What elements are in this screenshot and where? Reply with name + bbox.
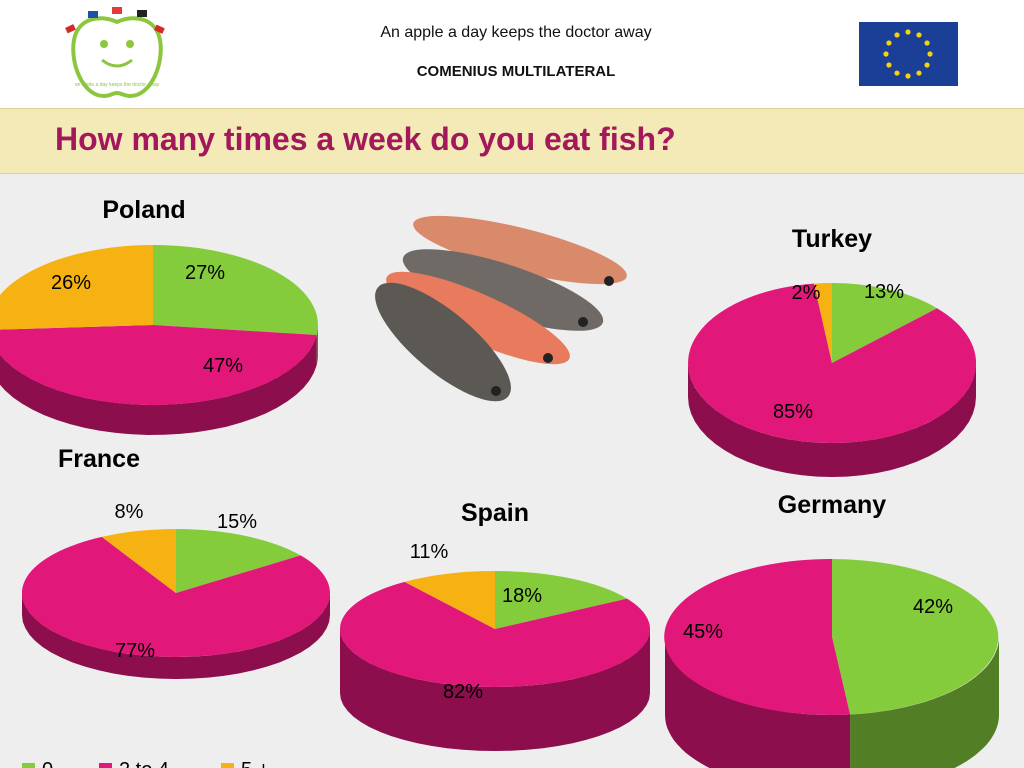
pie-side-0 bbox=[316, 325, 318, 365]
chart-title: Poland bbox=[102, 196, 185, 224]
pie-chart-france: France 15% 77% 8% bbox=[21, 445, 330, 679]
pie-slice-2 to 4 bbox=[340, 581, 651, 688]
header bbox=[0, 0, 1024, 108]
eu-star-icon bbox=[924, 40, 930, 46]
eu-star-icon bbox=[894, 70, 900, 76]
pie-slice-5 + bbox=[404, 571, 495, 629]
pie-slice-2 to 4 bbox=[0, 325, 317, 406]
pie-slice-0 bbox=[176, 529, 301, 593]
pie-slice-2 to 4 bbox=[21, 536, 330, 657]
pie-side-2 to 4 bbox=[340, 629, 650, 751]
pie-side-2 to 4 bbox=[688, 363, 976, 477]
legend-swatch bbox=[22, 763, 35, 768]
eu-flag-icon bbox=[859, 22, 958, 86]
pie-side-2 to 4 bbox=[0, 335, 317, 435]
pie-side-2 to 4 bbox=[665, 637, 851, 768]
data-label: 13% bbox=[864, 281, 904, 303]
eu-star-icon bbox=[916, 70, 922, 76]
data-label: 85% bbox=[773, 401, 813, 423]
legend-item: 5 + bbox=[221, 759, 269, 768]
eu-star-icon bbox=[924, 62, 930, 68]
data-label: 77% bbox=[115, 640, 155, 662]
data-label: 47% bbox=[203, 355, 243, 377]
motto-text: An apple a day keeps the doctor away bbox=[380, 24, 651, 41]
pie-slice-0 bbox=[832, 283, 937, 363]
legend-swatch bbox=[99, 763, 112, 768]
pie-slice-2 to 4 bbox=[688, 283, 977, 443]
title-band: How many times a week do you eat fish? bbox=[0, 108, 1024, 174]
pie-slice-2 to 4 bbox=[664, 558, 851, 715]
data-label: 27% bbox=[185, 262, 225, 284]
legend-swatch bbox=[221, 763, 234, 768]
data-label: 26% bbox=[51, 272, 91, 294]
data-label: 42% bbox=[913, 596, 953, 618]
chart-title: Turkey bbox=[792, 225, 872, 253]
pie-slice-5 + bbox=[101, 529, 176, 593]
pie-side-2 to 4 bbox=[22, 593, 330, 679]
pie-chart-spain: Spain 18% 82% 11% bbox=[340, 499, 651, 751]
eu-star-icon bbox=[905, 29, 911, 35]
apple-logo: an apple a day keeps the doctor away bbox=[65, 7, 165, 99]
pie-slice-0 bbox=[153, 245, 318, 335]
eu-star-icon bbox=[927, 51, 933, 57]
chart-title: Germany bbox=[778, 491, 886, 519]
logo-text: an apple a day keeps the doctor away bbox=[75, 82, 160, 88]
pie-side-0 bbox=[850, 637, 999, 768]
eu-star-icon bbox=[886, 62, 892, 68]
chart-title: Spain bbox=[461, 499, 529, 527]
pie-chart-turkey: Turkey 13% 85% 2% bbox=[688, 225, 977, 477]
data-label: 2% bbox=[792, 282, 821, 304]
eu-star-icon bbox=[886, 40, 892, 46]
pie-slice-0 bbox=[495, 571, 627, 629]
legend-item: 0 bbox=[22, 759, 53, 768]
pie-chart-poland: Poland 27% 47% 26% bbox=[0, 196, 318, 435]
pie-slice-5 + bbox=[814, 282, 832, 363]
fish-image bbox=[375, 215, 627, 402]
eu-star-icon bbox=[916, 32, 922, 38]
data-label: 82% bbox=[443, 681, 483, 703]
eu-star-icon bbox=[883, 51, 889, 57]
page-title: How many times a week do you eat fish? bbox=[55, 121, 676, 157]
data-label: 45% bbox=[683, 621, 723, 643]
eu-star-icon bbox=[894, 32, 900, 38]
legend-label: 5 + bbox=[241, 759, 269, 768]
data-label: 15% bbox=[217, 511, 257, 533]
legend-label: 0 bbox=[42, 759, 53, 768]
data-label: 18% bbox=[502, 585, 542, 607]
legend-label: 2 to 4 bbox=[119, 759, 169, 768]
pie-slice-0 bbox=[832, 559, 999, 715]
pie-chart-germany: Germany 42% 45% bbox=[664, 491, 999, 768]
chart-title: France bbox=[58, 445, 140, 473]
data-label: 8% bbox=[115, 501, 144, 523]
eu-star-icon bbox=[905, 73, 911, 79]
legend-item: 2 to 4 bbox=[99, 759, 169, 768]
program-text: COMENIUS MULTILATERAL bbox=[417, 63, 616, 80]
data-label: 11% bbox=[410, 541, 449, 563]
pie-slice-5 + bbox=[0, 245, 153, 330]
